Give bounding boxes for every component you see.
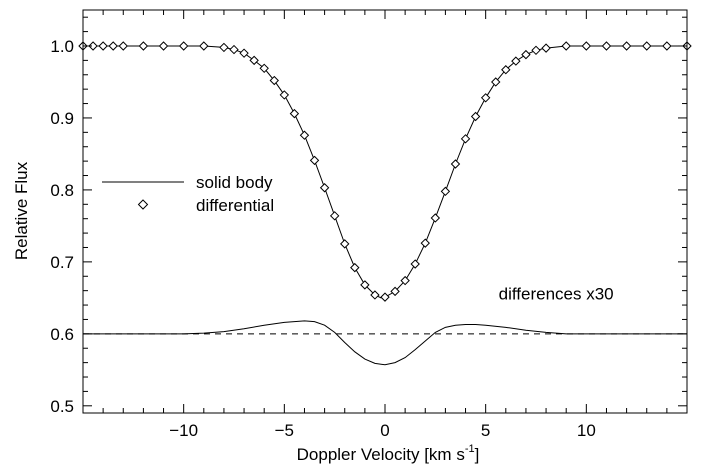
legend-label-differential: differential <box>196 196 274 215</box>
differential-point-12 <box>249 55 259 66</box>
x-axis: −10 −5 0 5 10 <box>102 10 668 440</box>
differential-point-24 <box>370 290 380 300</box>
differential-point-47 <box>662 41 672 51</box>
differential-point-40 <box>531 45 541 56</box>
x-tick-label-4: 10 <box>577 421 596 440</box>
differential-point-20 <box>329 211 340 221</box>
y-axis-label: Relative Flux <box>12 161 31 260</box>
differential-point-37 <box>501 65 511 75</box>
differential-point-41 <box>541 43 551 53</box>
x-axis-label-suffix: ] <box>475 445 480 464</box>
differential-point-16 <box>289 108 300 119</box>
differential-point-32 <box>450 159 461 169</box>
x-axis-label-superscript: -1 <box>465 443 475 455</box>
differential-point-21 <box>340 239 350 249</box>
differential-point-30 <box>430 213 441 223</box>
differential-point-2 <box>98 41 108 51</box>
x-tick-label-0: −10 <box>169 421 198 440</box>
differential-point-27 <box>400 275 410 286</box>
y-tick-label-0: 0.5 <box>50 397 74 416</box>
y-tick-label-4: 0.9 <box>50 109 74 128</box>
differential-point-46 <box>642 41 652 51</box>
y-tick-label-5: 1.0 <box>50 37 74 56</box>
differential-point-39 <box>521 49 531 60</box>
differential-point-17 <box>299 130 310 140</box>
x-axis-label-main: Doppler Velocity [km s <box>297 445 465 464</box>
x-tick-label-1: −5 <box>275 421 294 440</box>
differential-point-5 <box>138 41 149 51</box>
differential-point-36 <box>491 77 501 87</box>
y-tick-label-3: 0.8 <box>50 181 74 200</box>
differential-point-31 <box>440 186 451 197</box>
differential-point-42 <box>561 41 571 51</box>
y-tick-label-1: 0.6 <box>50 325 74 344</box>
differential-point-15 <box>279 90 290 100</box>
differential-point-26 <box>390 286 400 297</box>
differential-point-29 <box>420 238 430 248</box>
differential-point-4 <box>118 41 128 51</box>
differential-point-19 <box>319 183 330 193</box>
differential-point-28 <box>410 259 420 269</box>
differential-point-7 <box>178 41 189 51</box>
differential-point-6 <box>158 41 169 51</box>
legend-label-solid-body: solid body <box>196 173 273 192</box>
differential-point-35 <box>480 93 491 103</box>
y-axis: 0.5 0.6 0.7 0.8 0.9 1.0 <box>50 16 687 416</box>
differential-point-3 <box>108 41 118 51</box>
differential-point-44 <box>601 41 612 51</box>
differential-point-23 <box>360 280 370 290</box>
x-tick-label-3: 5 <box>481 421 490 440</box>
legend: solid body differential <box>102 173 274 215</box>
differential-point-45 <box>621 41 632 51</box>
annotation-differences: differences x30 <box>499 284 614 303</box>
plot-content <box>78 41 692 366</box>
differential-point-33 <box>460 134 471 144</box>
y-tick-label-2: 0.7 <box>50 253 74 272</box>
differential-point-1 <box>88 41 98 51</box>
differential-point-14 <box>269 75 279 86</box>
legend-diamond-symbol <box>137 199 149 210</box>
differential-point-18 <box>309 155 320 166</box>
differential-point-22 <box>350 262 360 273</box>
differential-point-9 <box>219 42 229 53</box>
differences-x30-line <box>83 320 687 366</box>
differential-point-8 <box>199 41 209 51</box>
differential-point-43 <box>581 41 592 51</box>
x-tick-label-2: 0 <box>380 421 389 440</box>
differential-point-25 <box>380 292 390 302</box>
differential-point-38 <box>511 56 521 66</box>
differential-point-34 <box>470 111 481 122</box>
differential-point-11 <box>239 48 249 58</box>
differential-point-10 <box>229 44 239 55</box>
x-axis-label: Doppler Velocity [km s-1] <box>297 443 480 464</box>
differential-point-13 <box>259 63 269 73</box>
